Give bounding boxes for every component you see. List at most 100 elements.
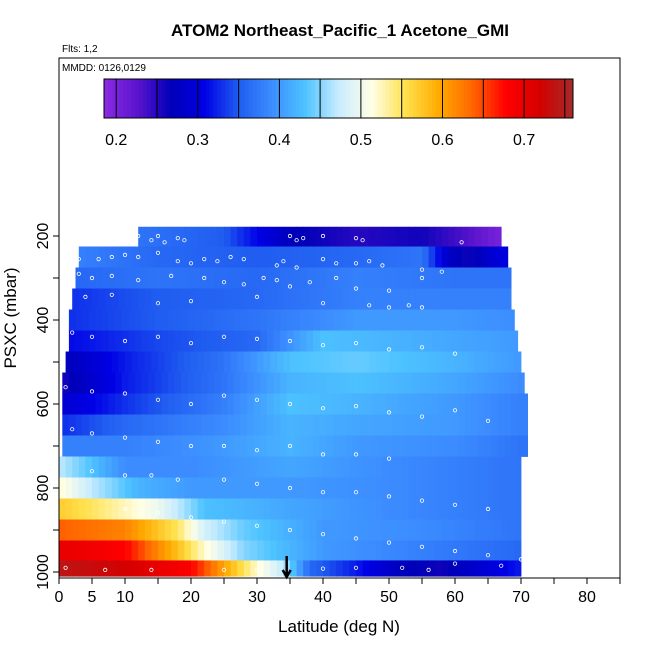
heatmap-cell	[197, 540, 205, 561]
heatmap-cells	[59, 226, 528, 577]
x-tick-label: 0	[55, 589, 64, 606]
heatmap-cell	[214, 372, 222, 394]
observation-point	[386, 288, 392, 293]
heatmap-cell	[181, 414, 189, 436]
heatmap-cell	[233, 267, 241, 289]
colorbar-segment	[158, 79, 164, 118]
heatmap-cell	[342, 540, 350, 561]
heatmap-cell	[283, 351, 291, 373]
heatmap-cell	[92, 540, 99, 561]
heatmap-cell	[481, 456, 489, 478]
heatmap-cell	[270, 351, 278, 373]
heatmap-cell	[326, 309, 334, 331]
heatmap-cell	[507, 288, 512, 310]
heatmap-cell	[210, 456, 218, 478]
heatmap-cell	[332, 414, 340, 436]
heatmap-cell	[313, 435, 321, 457]
heatmap-cell	[412, 435, 420, 457]
heatmap-cell	[461, 560, 469, 577]
heatmap-cell	[418, 330, 426, 352]
heatmap-cell	[92, 560, 99, 577]
heatmap-cell	[306, 330, 314, 352]
heatmap-cell	[290, 226, 297, 247]
heatmap-cell	[517, 435, 525, 457]
heatmap-cell	[448, 288, 456, 310]
heatmap-cell	[250, 288, 258, 310]
heatmap-cell	[204, 498, 212, 520]
heatmap-cell	[461, 456, 469, 478]
heatmap-cell	[379, 309, 387, 331]
colorbar-segment	[479, 79, 484, 118]
heatmap-cell	[474, 246, 482, 268]
heatmap-cell	[105, 288, 113, 310]
heatmap-cell	[214, 330, 222, 352]
observation-point	[188, 298, 194, 304]
heatmap-cell	[365, 435, 373, 457]
heatmap-cell	[349, 246, 357, 268]
heatmap-cell	[75, 435, 83, 457]
heatmap-cell	[481, 246, 489, 268]
heatmap-cell	[359, 330, 367, 352]
heatmap-cell	[501, 477, 509, 499]
heatmap-cell	[276, 456, 284, 478]
heatmap-cell	[299, 435, 307, 457]
heatmap-cell	[121, 309, 129, 331]
colorbar-segment	[330, 79, 336, 118]
heatmap-cell	[428, 498, 436, 520]
heatmap-cell	[474, 456, 482, 478]
heatmap-cell	[210, 246, 218, 268]
heatmap-cell	[207, 414, 215, 436]
heatmap-cell	[395, 498, 403, 520]
heatmap-cell	[356, 477, 363, 499]
heatmap-cell	[210, 351, 218, 373]
heatmap-cell	[494, 226, 502, 247]
observation-point	[320, 301, 326, 306]
heatmap-cell	[471, 393, 479, 415]
heatmap-cell	[224, 540, 231, 561]
heatmap-cell	[389, 498, 396, 520]
heatmap-cell	[349, 498, 357, 520]
heatmap-cell	[233, 309, 241, 331]
heatmap-cell	[445, 309, 453, 331]
heatmap-cell	[108, 435, 116, 457]
y-tick-label: 400	[35, 307, 52, 334]
heatmap-cell	[72, 288, 80, 310]
heatmap-cell	[260, 414, 268, 436]
heatmap-cell	[329, 477, 337, 499]
heatmap-cell	[332, 330, 340, 352]
heatmap-cell	[478, 414, 486, 436]
heatmap-cell	[217, 456, 225, 478]
heatmap-cell	[369, 351, 377, 373]
heatmap-cell	[144, 540, 152, 561]
heatmap-cell	[501, 540, 509, 561]
heatmap-cell	[293, 309, 301, 331]
heatmap-cell	[303, 226, 311, 247]
heatmap-cell	[187, 393, 195, 415]
heatmap-cell	[491, 414, 499, 436]
heatmap-cell	[85, 560, 93, 577]
heatmap-cell	[88, 414, 96, 436]
y-tick-label: 600	[35, 391, 52, 418]
heatmap-cell	[283, 519, 291, 541]
heatmap-cell	[131, 456, 139, 478]
heatmap-cell	[438, 435, 446, 457]
observation-point	[400, 565, 405, 570]
heatmap-cell	[481, 540, 489, 561]
heatmap-cell	[352, 267, 360, 289]
heatmap-cell	[197, 477, 205, 499]
colorbar-segment	[232, 79, 238, 118]
heatmap-cell	[243, 246, 251, 268]
heatmap-cell	[458, 372, 466, 394]
heatmap-cell	[478, 309, 486, 331]
heatmap-cell	[507, 456, 515, 478]
heatmap-cell	[481, 560, 489, 577]
heatmap-cell	[210, 498, 218, 520]
heatmap-cell	[280, 309, 288, 331]
heatmap-cell	[352, 309, 360, 331]
heatmap-cell	[243, 498, 251, 520]
heatmap-cell	[329, 288, 337, 310]
heatmap-cell	[68, 309, 76, 331]
colorbar-segment	[244, 79, 250, 118]
observation-point	[287, 443, 293, 449]
heatmap-cell	[402, 540, 410, 561]
